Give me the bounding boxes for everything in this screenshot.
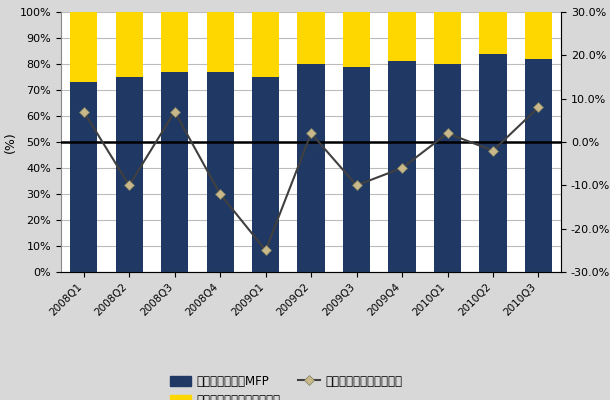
Y-axis label: (%): (%): [4, 131, 17, 153]
Bar: [389, 61, 415, 272]
Bar: [115, 12, 143, 77]
Bar: [525, 59, 552, 272]
Bar: [389, 12, 415, 61]
Bar: [161, 12, 188, 72]
Bar: [70, 12, 98, 82]
Bar: [207, 72, 234, 272]
Bar: [479, 12, 507, 54]
Bar: [343, 12, 370, 66]
Bar: [252, 77, 279, 272]
Bar: [479, 54, 507, 272]
Bar: [298, 12, 325, 64]
Bar: [434, 64, 461, 272]
Bar: [115, 77, 143, 272]
Bar: [252, 12, 279, 77]
Bar: [343, 66, 370, 272]
Bar: [525, 12, 552, 59]
Bar: [207, 12, 234, 72]
Bar: [161, 72, 188, 272]
Bar: [70, 82, 98, 272]
Bar: [434, 12, 461, 64]
Bar: [298, 64, 325, 272]
Legend: インクジェットMFP, インクジェットプリンター, 前年同期比成長率（％）, : インクジェットMFP, インクジェットプリンター, 前年同期比成長率（％）,: [165, 370, 407, 400]
